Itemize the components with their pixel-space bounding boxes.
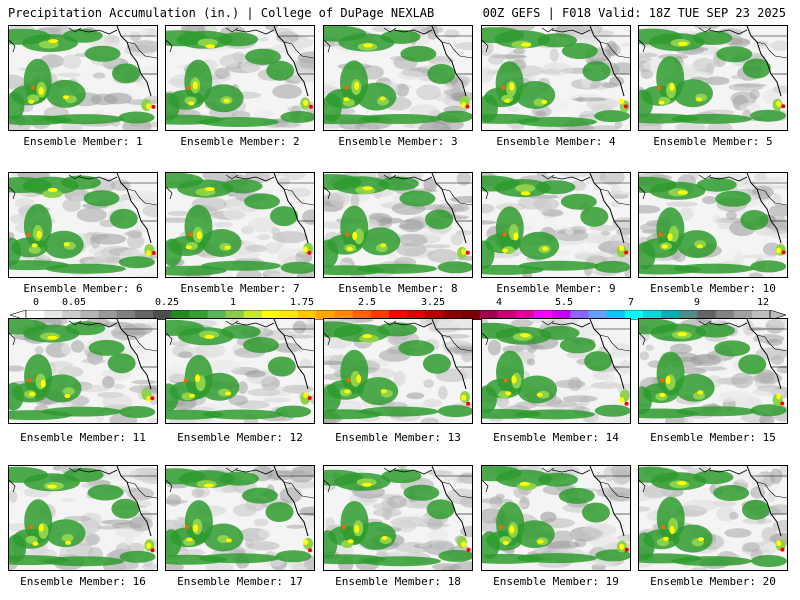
map-panel-member-3 — [323, 25, 473, 131]
colorbar-swatch — [461, 310, 480, 320]
map-panel-member-12 — [165, 318, 315, 424]
panel-label: Ensemble Member: 20 — [650, 575, 776, 588]
map-panel-member-19 — [481, 465, 631, 571]
run-info: 00Z GEFS | F018 Valid: 18Z TUE SEP 23 20… — [482, 6, 786, 20]
map-panel-member-5 — [638, 25, 788, 131]
colorbar-swatch — [225, 310, 245, 320]
map-panel-member-9 — [481, 172, 631, 278]
colorbar-swatch — [497, 310, 517, 320]
colorbar-swatch — [697, 310, 716, 320]
map-panel-member-7 — [165, 172, 315, 278]
colorbar-swatch — [280, 310, 299, 320]
map-panel-member-13 — [323, 318, 473, 424]
map-panel-member-14 — [481, 318, 631, 424]
map-panel-member-10 — [638, 172, 788, 278]
map-panel-member-4 — [481, 25, 631, 131]
panel-label: Ensemble Member: 19 — [493, 575, 619, 588]
colorbar-swatch — [407, 310, 426, 320]
colorbar-swatch — [26, 310, 45, 320]
colorbar-swatch — [243, 310, 263, 320]
panel-label: Ensemble Member: 2 — [180, 135, 300, 148]
panel-label: Ensemble Member: 15 — [650, 431, 776, 444]
panel-label: Ensemble Member: 12 — [177, 431, 303, 444]
colorbar-swatch — [116, 310, 136, 320]
panel-label: Ensemble Member: 8 — [338, 282, 458, 295]
colorbar-swatch — [642, 310, 662, 320]
panel-label: Ensemble Member: 17 — [177, 575, 303, 588]
map-panel-member-17 — [165, 465, 315, 571]
colorbar-swatch — [679, 310, 698, 320]
panel-label: Ensemble Member: 5 — [653, 135, 773, 148]
colorbar-swatch — [316, 310, 335, 320]
colorbar-swatch — [44, 310, 63, 320]
colorbar-swatch — [534, 310, 553, 320]
panel-label: Ensemble Member: 6 — [23, 282, 143, 295]
colorbar-tick-label: 12 — [756, 297, 770, 308]
colorbar-swatch — [443, 310, 462, 320]
panel-label: Ensemble Member: 3 — [338, 135, 458, 148]
colorbar-tick-label: 4 — [495, 297, 503, 308]
colorbar-tick-label: 0 — [32, 297, 40, 308]
colorbar-swatch — [261, 310, 281, 320]
colorbar-swatch — [515, 310, 535, 320]
colorbar-tick-label: 2.5 — [357, 297, 377, 308]
colorbar-swatch — [98, 310, 118, 320]
colorbar-tick-label: 1.75 — [289, 297, 315, 308]
map-panel-member-6 — [8, 172, 158, 278]
map-panel-member-16 — [8, 465, 158, 571]
map-panel-member-2 — [165, 25, 315, 131]
colorbar-tick-label: 0.05 — [61, 297, 87, 308]
colorbar-swatch — [207, 310, 226, 320]
colorbar-swatch — [733, 310, 753, 320]
colorbar-swatch — [370, 310, 390, 320]
colorbar-swatch — [352, 310, 372, 320]
colorbar-swatch — [153, 310, 172, 320]
colorbar-swatch — [425, 310, 444, 320]
panel-label: Ensemble Member: 9 — [496, 282, 616, 295]
map-panel-member-8 — [323, 172, 473, 278]
colorbar-swatch — [134, 310, 154, 320]
colorbar-swatch — [588, 310, 607, 320]
map-panel-member-15 — [638, 318, 788, 424]
colorbar-tick-label: 9 — [693, 297, 701, 308]
map-panel-member-1 — [8, 25, 158, 131]
colorbar-tick-label: 7 — [627, 297, 635, 308]
map-panel-member-11 — [8, 318, 158, 424]
colorbar-tick-label: 0.25 — [154, 297, 180, 308]
panel-label: Ensemble Member: 4 — [496, 135, 616, 148]
colorbar-swatch — [388, 310, 408, 320]
panel-label: Ensemble Member: 10 — [650, 282, 776, 295]
colorbar-swatch — [624, 310, 644, 320]
panel-label: Ensemble Member: 7 — [180, 282, 300, 295]
colorbar-swatch — [171, 310, 190, 320]
colorbar — [10, 310, 786, 320]
colorbar-swatch — [479, 310, 499, 320]
panel-label: Ensemble Member: 1 — [23, 135, 143, 148]
colorbar-swatch — [751, 310, 771, 320]
colorbar-swatch — [715, 310, 735, 320]
colorbar-swatch — [552, 310, 571, 320]
map-panel-member-20 — [638, 465, 788, 571]
colorbar-swatch — [606, 310, 626, 320]
panel-label: Ensemble Member: 16 — [20, 575, 146, 588]
panel-label: Ensemble Member: 11 — [20, 431, 146, 444]
colorbar-swatch — [334, 310, 353, 320]
colorbar-swatch — [661, 310, 680, 320]
colorbar-swatch — [570, 310, 589, 320]
colorbar-swatch — [189, 310, 208, 320]
colorbar-tick-label: 5.5 — [554, 297, 574, 308]
colorbar-outline — [25, 310, 771, 320]
colorbar-tick-label: 3.25 — [420, 297, 446, 308]
chart-title: Precipitation Accumulation (in.) | Colle… — [8, 6, 435, 20]
colorbar-swatch — [62, 310, 81, 320]
panel-label: Ensemble Member: 14 — [493, 431, 619, 444]
colorbar-swatch — [80, 310, 99, 320]
panel-label: Ensemble Member: 18 — [335, 575, 461, 588]
panel-label: Ensemble Member: 13 — [335, 431, 461, 444]
map-panel-member-18 — [323, 465, 473, 571]
colorbar-tick-label: 1 — [229, 297, 237, 308]
colorbar-swatch — [298, 310, 317, 320]
